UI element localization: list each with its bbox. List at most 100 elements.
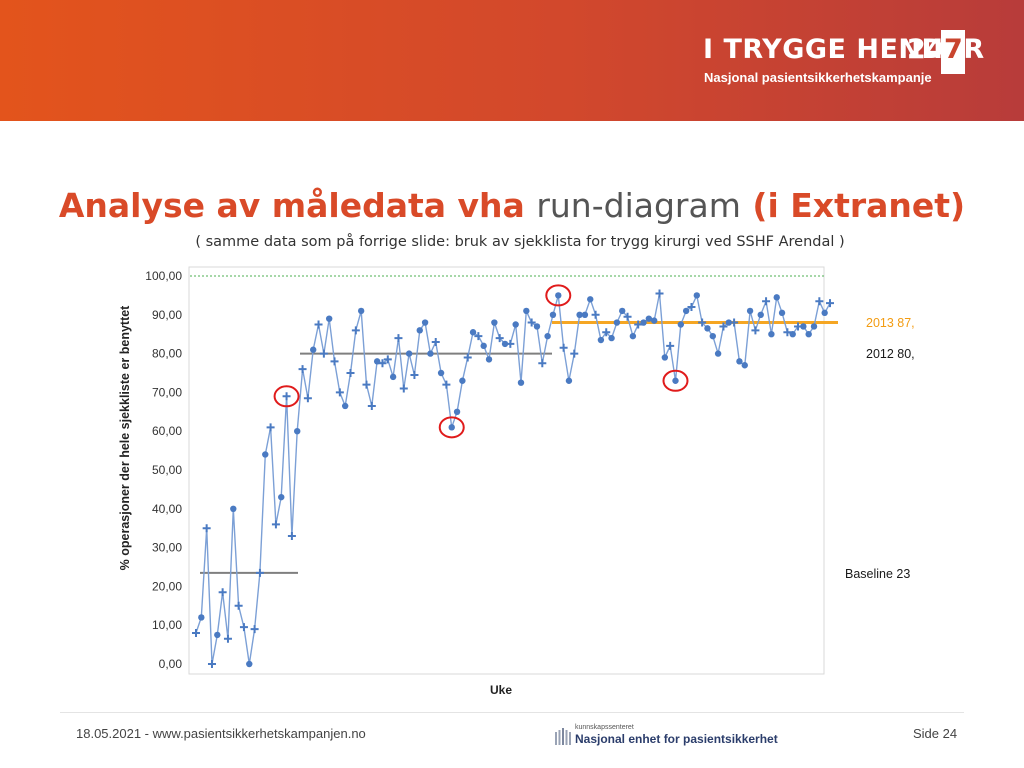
data-point <box>650 317 658 324</box>
y-tick-label: 30,00 <box>152 541 182 555</box>
campaign-logo-number-right: 7 <box>944 34 963 65</box>
data-point <box>523 307 530 315</box>
data-point <box>287 531 296 540</box>
data-point <box>693 292 701 299</box>
campaign-logo-box <box>941 30 965 74</box>
data-point <box>271 520 280 529</box>
data-point <box>319 349 328 358</box>
data-point <box>714 350 722 357</box>
data-point <box>591 310 600 319</box>
data-point <box>282 392 291 401</box>
data-point <box>757 311 764 318</box>
highlighted-point-circle <box>438 416 465 439</box>
data-point <box>687 303 696 312</box>
data-point <box>246 660 253 668</box>
data-point <box>587 296 594 303</box>
data-point <box>437 369 445 377</box>
data-point <box>448 424 455 431</box>
data-point <box>800 323 807 330</box>
footer-logo-main-text: Nasjonal enhet for pasientsikkerhet <box>575 732 778 746</box>
data-point <box>427 350 434 357</box>
data-point <box>303 394 312 403</box>
data-point <box>517 379 525 386</box>
data-point <box>677 321 685 328</box>
data-point <box>335 388 344 397</box>
y-tick-label: 10,00 <box>152 618 182 632</box>
campaign-logo-number-left: 24 <box>907 34 945 65</box>
data-point <box>597 336 605 344</box>
data-point <box>805 331 812 338</box>
data-point <box>214 631 221 639</box>
data-point <box>581 311 589 318</box>
data-point <box>480 342 487 350</box>
plot-frame <box>188 266 825 675</box>
series-line <box>195 293 831 665</box>
y-tick-label: 100,00 <box>145 269 182 283</box>
data-point <box>453 408 461 415</box>
y-tick-label: 20,00 <box>152 579 182 593</box>
y-axis-label: % operasjoner der hele sjekkliste er ben… <box>118 305 132 571</box>
data-point <box>640 319 647 326</box>
data-point <box>495 334 504 343</box>
run-chart: % operasjoner der hele sjekkliste er ben… <box>118 266 915 697</box>
highlighted-point-circle <box>273 385 300 408</box>
data-point <box>512 321 519 328</box>
data-point <box>645 315 653 322</box>
data-point <box>725 319 732 326</box>
highlighted-point-circle <box>662 369 689 392</box>
data-point <box>565 377 573 384</box>
data-point <box>783 328 792 337</box>
data-point <box>533 323 541 330</box>
data-point <box>602 328 611 337</box>
data-point <box>704 325 711 332</box>
data-point <box>346 369 355 377</box>
data-point <box>773 294 780 301</box>
data-point <box>751 326 760 335</box>
reference-2013-label: 2013 87, <box>866 316 915 330</box>
x-axis-label: Uke <box>490 683 512 697</box>
data-point <box>544 332 551 340</box>
slide-title: Analyse av måledata vha run-diagram (i E… <box>0 186 1024 225</box>
y-tick-label: 40,00 <box>152 502 182 516</box>
slide-title-part1: Analyse av måledata vha <box>58 186 525 225</box>
y-tick-label: 0,00 <box>159 657 183 671</box>
data-point <box>357 307 365 315</box>
data-point <box>223 634 232 643</box>
data-point <box>298 365 307 374</box>
slide-title-part2: run-diagram <box>536 186 741 225</box>
data-point <box>230 505 237 512</box>
data-point <box>314 320 323 329</box>
data-point <box>255 568 264 577</box>
y-tick-label: 50,00 <box>152 463 182 477</box>
data-point <box>399 384 408 393</box>
y-tick-label: 90,00 <box>152 308 182 322</box>
data-point <box>730 318 739 327</box>
data-point <box>362 380 371 389</box>
data-point <box>538 359 547 368</box>
data-point <box>294 428 301 435</box>
data-point <box>262 451 269 458</box>
data-point <box>570 349 579 358</box>
header-banner: I TRYGGE HENDER 24 7 Nasjonal pasientsik… <box>0 0 1024 121</box>
data-point <box>506 339 515 348</box>
footer-date-url: 18.05.2021 - www.pasientsikkerhetskampan… <box>76 726 366 741</box>
data-point <box>555 292 562 299</box>
data-point <box>682 307 690 315</box>
data-point <box>576 311 583 318</box>
data-point <box>431 337 440 346</box>
data-point <box>485 356 493 363</box>
data-point <box>394 334 403 343</box>
data-point <box>762 297 771 306</box>
data-point <box>559 343 568 352</box>
data-point <box>442 380 451 389</box>
data-point <box>810 323 818 330</box>
data-point <box>623 312 632 321</box>
data-point <box>463 353 472 362</box>
data-point <box>709 332 716 340</box>
data-point <box>608 334 615 342</box>
baseline-label: Baseline 23 <box>845 567 910 581</box>
slide-title-part3: (i Extranet) <box>752 186 966 225</box>
data-point <box>672 377 679 384</box>
reference-2012-label: 2012 80, <box>866 347 915 361</box>
data-point <box>634 320 643 329</box>
